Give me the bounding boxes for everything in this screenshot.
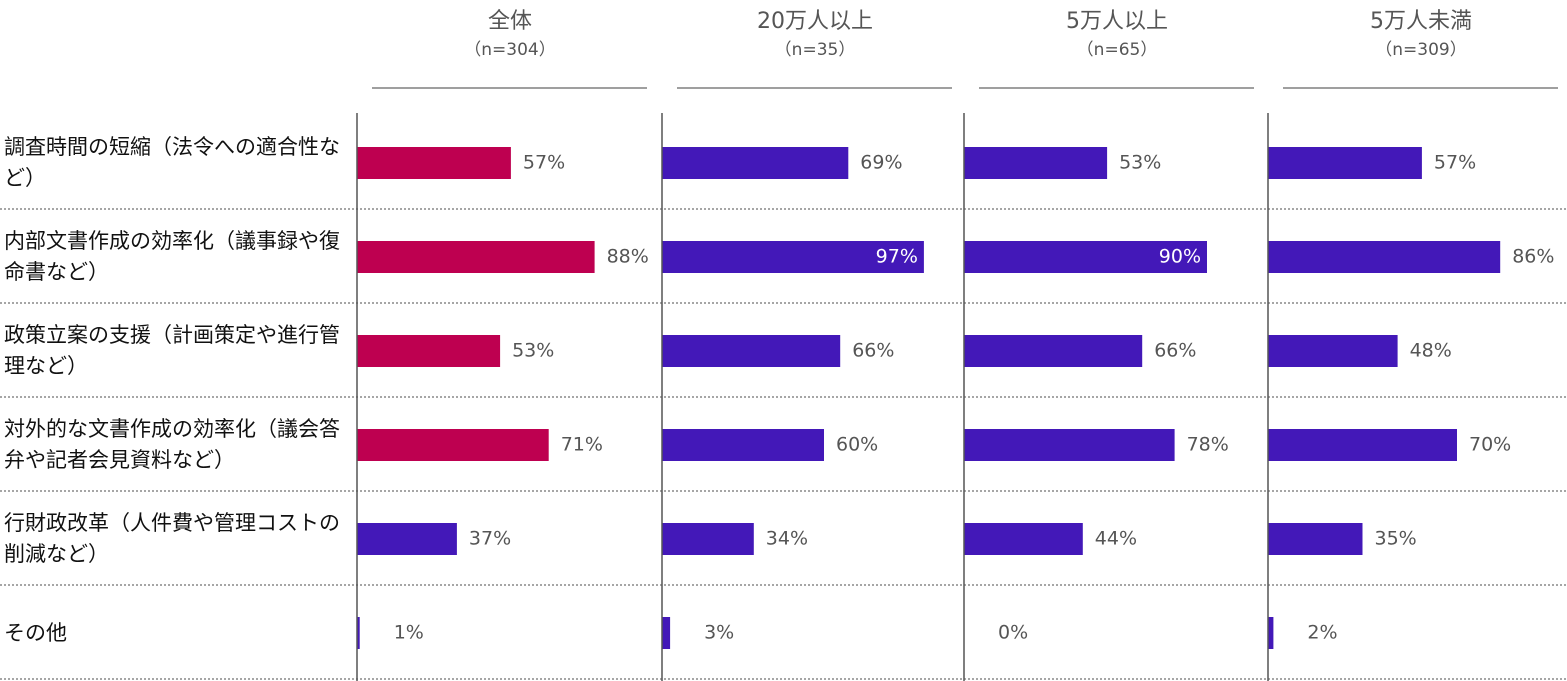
- value-label: 86%: [1512, 246, 1554, 268]
- bar: [662, 617, 671, 649]
- panel-subtitle: （n=35）: [775, 40, 856, 60]
- value-label: 88%: [607, 246, 649, 268]
- bar: [357, 147, 511, 179]
- panel-title: 5万人未満: [1370, 9, 1472, 34]
- bar: [662, 429, 824, 461]
- value-label: 37%: [469, 528, 511, 550]
- value-label: 66%: [852, 340, 894, 362]
- panel-title: 5万人以上: [1066, 9, 1168, 34]
- panel-title: 20万人以上: [757, 9, 873, 34]
- value-label: 2%: [1307, 622, 1337, 644]
- value-label: 66%: [1154, 340, 1196, 362]
- bar: [357, 429, 549, 461]
- value-label: 71%: [561, 434, 603, 456]
- bar: [662, 147, 849, 179]
- value-label: 69%: [860, 152, 902, 174]
- value-label: 44%: [1095, 528, 1137, 550]
- bar: [1268, 241, 1501, 273]
- panel-subtitle: （n=304）: [464, 40, 555, 60]
- value-label: 35%: [1375, 528, 1417, 550]
- bar: [964, 147, 1108, 179]
- value-label: 53%: [512, 340, 554, 362]
- bar: [1268, 147, 1422, 179]
- category-label: 内部文書作成の効率化（議事録や復命書など）: [4, 229, 340, 284]
- panel-subtitle: （n=309）: [1375, 40, 1466, 60]
- value-label: 48%: [1410, 340, 1452, 362]
- category-label: 対外的な文書作成の効率化（議会答弁や記者会見資料など）: [4, 417, 340, 472]
- value-label: 57%: [523, 152, 565, 174]
- value-label: 0%: [998, 622, 1028, 644]
- bar: [357, 335, 501, 367]
- value-label: 53%: [1119, 152, 1161, 174]
- bar: [1268, 429, 1457, 461]
- bar: [662, 241, 924, 273]
- bar: [1268, 523, 1363, 555]
- category-label: 調査時間の短縮（法令への適合性など）: [4, 135, 340, 190]
- value-label: 34%: [766, 528, 808, 550]
- bar: [964, 429, 1175, 461]
- bar: [662, 523, 754, 555]
- value-label: 60%: [836, 434, 878, 456]
- category-label: 政策立案の支援（計画策定や進行管理など）: [4, 323, 340, 378]
- value-label: 1%: [394, 622, 424, 644]
- value-label: 90%: [1159, 246, 1201, 268]
- bar: [1268, 617, 1274, 649]
- panel-title: 全体: [488, 9, 532, 34]
- bar: [964, 241, 1207, 273]
- value-label: 70%: [1469, 434, 1511, 456]
- bar: [357, 617, 360, 649]
- panel-subtitle: （n=65）: [1077, 40, 1158, 60]
- bar: [964, 523, 1083, 555]
- bar: [662, 335, 841, 367]
- bar: [964, 335, 1143, 367]
- value-label: 97%: [876, 246, 918, 268]
- category-label: 行財政改革（人件費や管理コストの削減など）: [4, 511, 340, 566]
- category-label: その他: [4, 620, 67, 645]
- bar: [357, 523, 457, 555]
- bar: [357, 241, 595, 273]
- value-label: 57%: [1434, 152, 1476, 174]
- value-label: 78%: [1187, 434, 1229, 456]
- bar: [1268, 335, 1398, 367]
- value-label: 3%: [704, 622, 734, 644]
